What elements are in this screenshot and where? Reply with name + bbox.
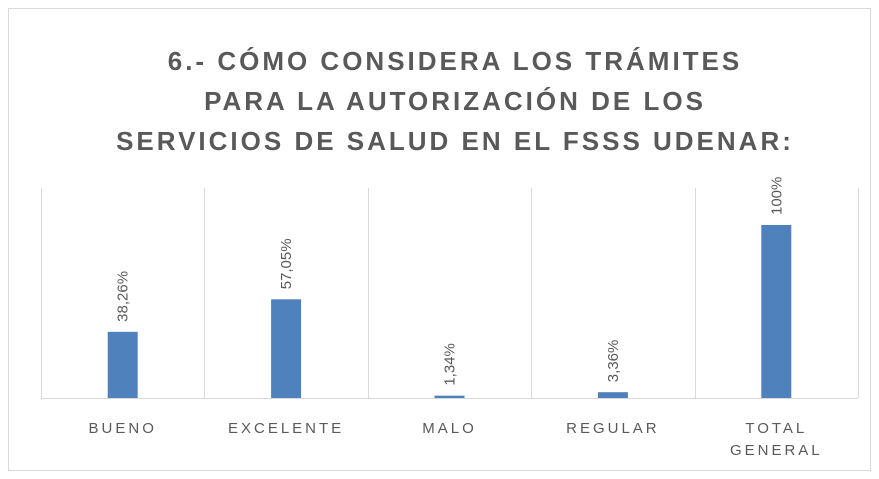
data-label: 1,34% [442,343,459,386]
x-tick-label: TOTAL GENERAL [729,420,823,459]
chart-title: SERVICIOS DE SALUD EN EL FSSS UDENAR: [116,126,794,156]
chart-border [8,8,871,471]
data-label: 38,26% [115,271,132,322]
data-label: 3,36% [605,340,622,383]
bar [271,299,302,398]
bar [434,395,465,398]
chart-title: 6.- CÓMO CONSIDERA LOS TRÁMITES [168,46,743,76]
bar [597,392,628,398]
bar [761,225,792,398]
bar [107,331,138,398]
x-tick-label: MALO [422,420,477,437]
x-tick-label: BUENO [88,420,157,437]
chart-title: PARA LA AUTORIZACIÓN DE LOS [204,86,706,116]
x-tick-label: REGULAR [566,420,660,437]
data-label: 100% [768,177,785,215]
data-label: 57,05% [278,238,295,289]
x-tick-label: EXCELENTE [227,420,345,437]
